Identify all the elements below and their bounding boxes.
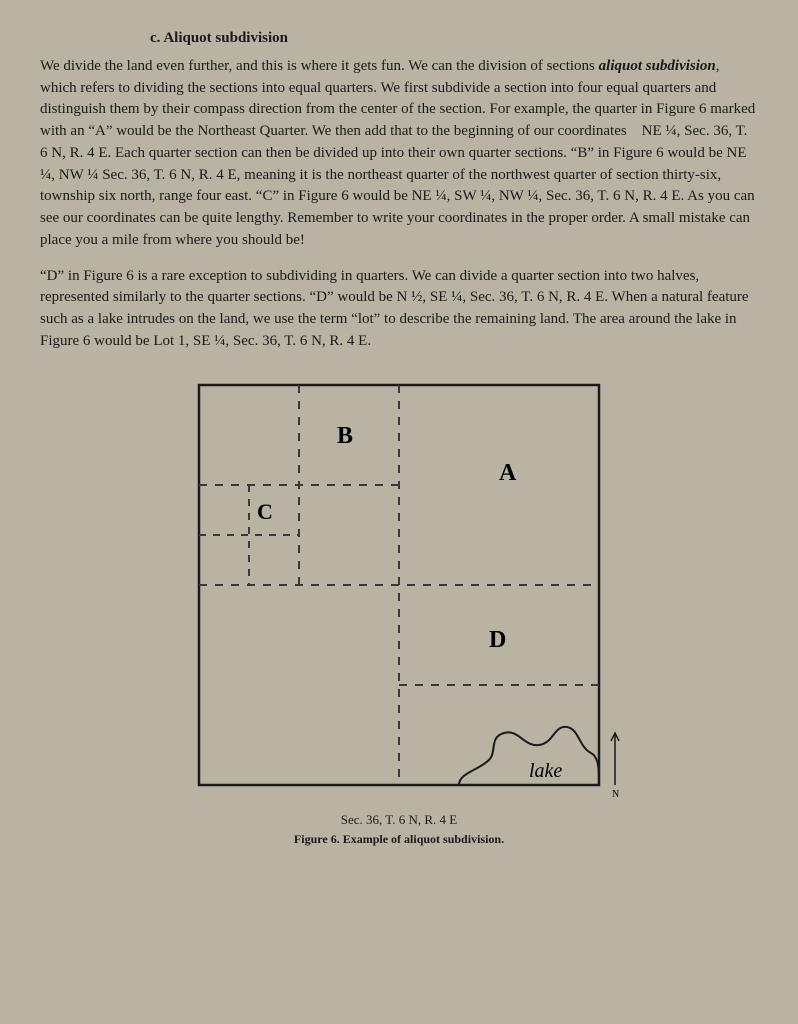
label-B: B [337,423,353,449]
p1-text-a: We divide the land even further, and thi… [40,58,599,74]
label-D: D [489,627,506,653]
aliquot-diagram: A B C D lake N [159,375,639,805]
section-heading: c. Aliquot subdivision [150,28,758,50]
figure-6: A B C D lake N Sec. 36, T. 6 N, R. 4 E F… [139,375,659,849]
label-A: A [499,460,517,486]
paragraph-2: “D” in Figure 6 is a rare exception to s… [40,266,758,353]
paragraph-1: We divide the land even further, and thi… [40,56,758,252]
p1-text-b: , which refers to dividing the sections … [40,58,755,248]
figure-caption-title: Figure 6. Example of aliquot subdivision… [139,831,659,848]
figure-caption-coords: Sec. 36, T. 6 N, R. 4 E [139,811,659,830]
label-C: C [257,499,273,524]
label-lake: lake [529,760,562,782]
p1-term: aliquot subdivision [599,58,716,74]
north-label: N [612,789,619,800]
